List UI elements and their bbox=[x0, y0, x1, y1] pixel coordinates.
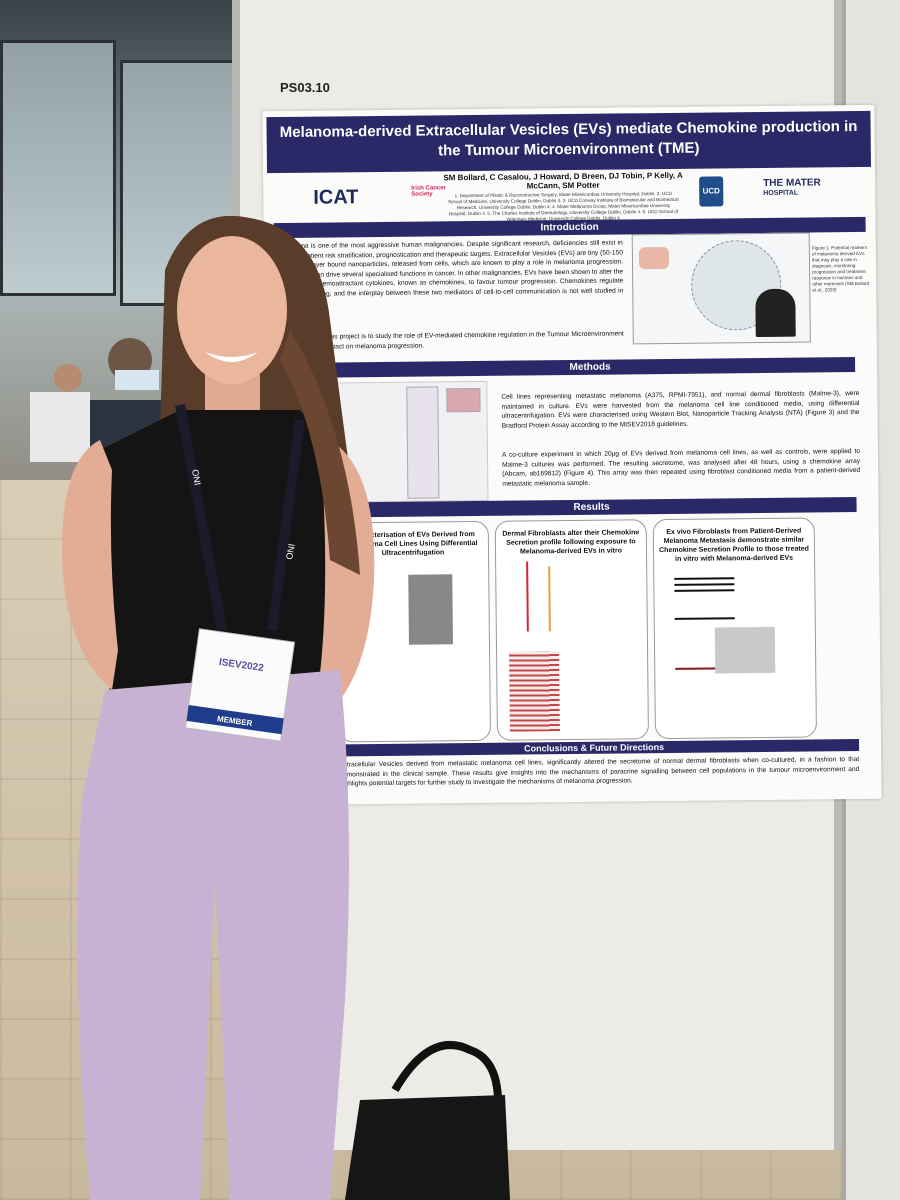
presenter: ONI ONI ISEV2022 MEMBER bbox=[61, 215, 375, 1200]
board-number: PS03.10 bbox=[280, 80, 330, 95]
mask bbox=[115, 370, 159, 390]
bag-body bbox=[345, 1095, 510, 1200]
left-arm bbox=[61, 440, 118, 690]
window bbox=[0, 40, 116, 296]
bag bbox=[345, 1041, 510, 1200]
lanyard-text: ONI bbox=[284, 543, 297, 561]
face bbox=[177, 236, 287, 384]
trousers bbox=[77, 670, 349, 1200]
lanyard bbox=[175, 404, 305, 631]
badge: ISEV2022 MEMBER bbox=[184, 628, 296, 742]
lanyard-text: ONI bbox=[190, 469, 203, 487]
smile bbox=[205, 352, 258, 362]
bag-handle bbox=[391, 1041, 503, 1111]
torso bbox=[30, 392, 90, 462]
badge-band bbox=[186, 705, 284, 735]
head bbox=[54, 364, 82, 392]
hair-front bbox=[280, 330, 360, 575]
